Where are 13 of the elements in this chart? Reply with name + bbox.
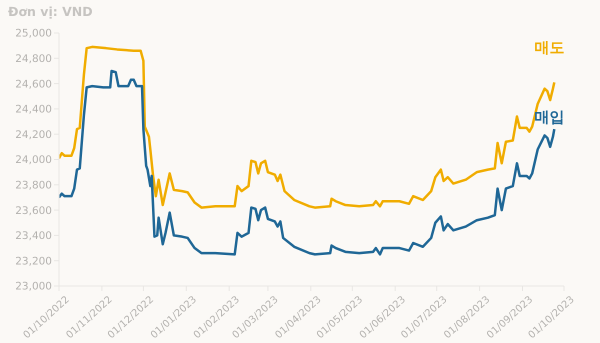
y-tick-label: 25,000 [15,28,52,40]
y-tick-label: 24,000 [15,154,52,166]
y-tick-label: 24,600 [15,78,52,90]
y-tick-label: 24,200 [15,128,52,141]
y-tick-label: 23,400 [15,230,52,242]
y-tick-label: 24,400 [15,104,52,116]
series-label: 매입 [534,108,564,126]
y-tick-label: 23,000 [15,280,52,293]
y-tick-label: 23,800 [15,180,52,192]
y-tick-label: 23,200 [15,255,52,268]
y-tick-label: 23,600 [15,204,52,217]
series-label: 매도 [534,38,564,56]
y-tick-label: 24,800 [15,53,52,66]
